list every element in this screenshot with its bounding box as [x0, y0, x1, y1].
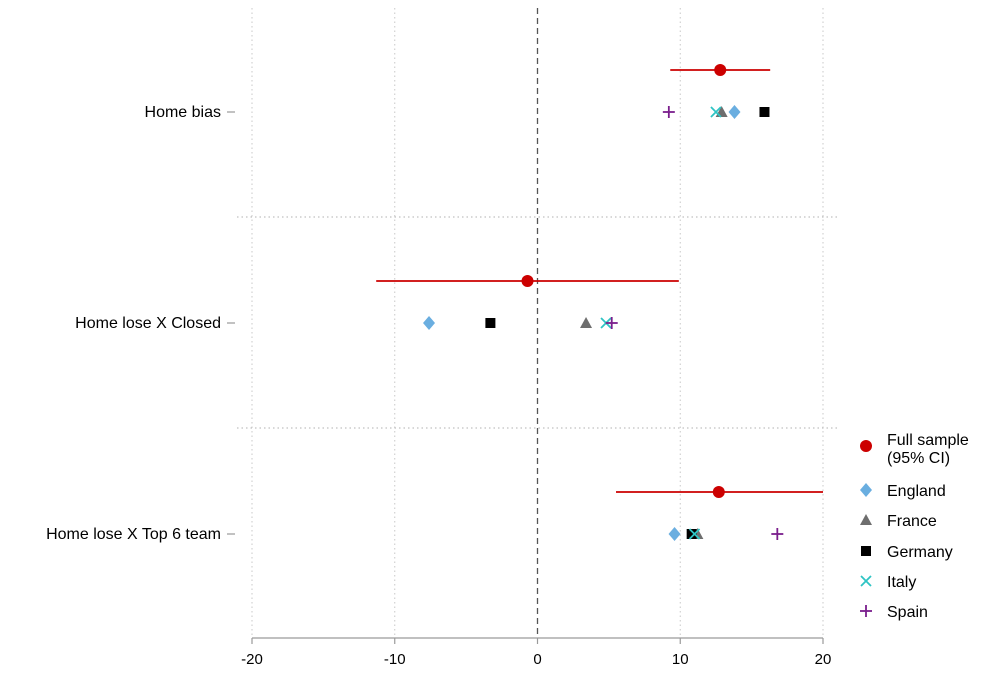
data-markers: [376, 64, 823, 541]
legend-label-france: France: [887, 513, 937, 530]
legend-label-spain: Spain: [887, 604, 928, 621]
x-tick-label: 20: [815, 651, 832, 668]
legend-label-germany: Germany: [887, 544, 953, 561]
point-italy: [688, 528, 701, 540]
point-italy-stroke: [688, 528, 701, 540]
legend-label-england: England: [887, 483, 946, 500]
legend-marker-spain: [860, 605, 872, 617]
point-england: [728, 105, 741, 119]
point-england: [423, 316, 436, 330]
x-tick-label: -20: [241, 651, 263, 668]
legend-label-full-sample-95-ci: (95% CI): [887, 450, 950, 467]
point-italy: [710, 106, 722, 118]
point-full-sample-95-ci: [521, 275, 534, 287]
category-label: Home lose X Top 6 team: [46, 526, 221, 543]
point-full-sample-95-ci: [714, 64, 727, 76]
point-full-sample-95-ci: [712, 486, 725, 498]
legend-marker-italy: [860, 575, 872, 587]
gridlines: [237, 8, 837, 638]
point-germany: [686, 529, 697, 539]
point-germany: [759, 107, 770, 117]
x-tick-label: -10: [384, 651, 406, 668]
legend: Full sample(95% CI) England France Germany I…: [860, 432, 969, 621]
point-spain: [662, 106, 675, 118]
x-tick-label: 0: [533, 651, 541, 668]
point-spain: [605, 317, 618, 329]
category-label: Home lose X Closed: [75, 315, 221, 332]
legend-label-full-sample-95-ci: Full sample: [887, 432, 969, 449]
legend-marker-italy-stroke: [860, 575, 872, 587]
point-italy-stroke: [710, 106, 722, 118]
category-axis: Home bias Home lose X Closed Home lose X T…: [46, 104, 235, 543]
x-axis: -20 -10 0 10 20: [241, 637, 832, 668]
point-germany: [485, 318, 496, 328]
point-england: [668, 527, 681, 541]
x-tick-label: 10: [672, 651, 689, 668]
point-france: [580, 317, 593, 328]
legend-marker-england: [860, 483, 872, 497]
legend-label-italy: Italy: [887, 574, 916, 591]
legend-marker-france: [860, 514, 872, 525]
legend-marker-germany: [861, 546, 871, 556]
category-label: Home bias: [145, 104, 221, 121]
legend-marker-full-sample-95-ci: [860, 440, 872, 452]
point-spain: [771, 528, 784, 540]
